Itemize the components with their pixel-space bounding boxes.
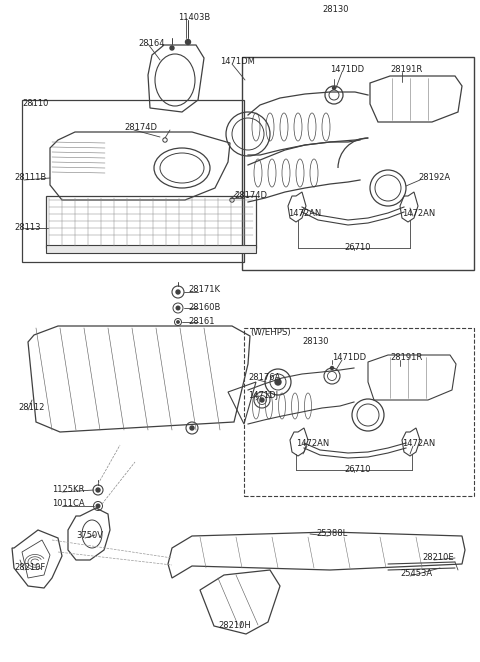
Circle shape: [96, 504, 100, 508]
Text: 1471DD: 1471DD: [330, 66, 364, 75]
Circle shape: [230, 198, 234, 202]
Text: 28176A: 28176A: [248, 373, 280, 383]
Circle shape: [331, 367, 334, 369]
Text: 1472AN: 1472AN: [402, 440, 435, 448]
Circle shape: [96, 488, 100, 492]
Text: 28113: 28113: [14, 224, 40, 232]
Circle shape: [163, 138, 167, 142]
Text: 1011CA: 1011CA: [52, 500, 84, 508]
Text: 28164: 28164: [138, 40, 165, 48]
Text: 28130: 28130: [302, 338, 328, 346]
Text: 28112: 28112: [18, 404, 44, 412]
Circle shape: [176, 290, 180, 294]
Circle shape: [170, 46, 174, 50]
Text: 25388L: 25388L: [316, 530, 347, 538]
Text: 26710: 26710: [344, 465, 371, 475]
Bar: [46, 196, 256, 248]
Text: 28110: 28110: [22, 99, 48, 107]
Text: 11403B: 11403B: [178, 13, 210, 23]
Text: 1125KR: 1125KR: [52, 485, 84, 495]
Circle shape: [231, 199, 233, 201]
Text: 28171K: 28171K: [188, 285, 220, 295]
Bar: [46, 245, 256, 253]
Circle shape: [185, 40, 191, 44]
Circle shape: [164, 139, 166, 141]
Circle shape: [275, 379, 281, 385]
Circle shape: [190, 426, 194, 430]
Text: 28160B: 28160B: [188, 303, 220, 312]
Text: 26710: 26710: [344, 244, 371, 252]
Text: 1472AN: 1472AN: [288, 209, 321, 218]
Text: 28161: 28161: [188, 318, 215, 326]
Text: 28191R: 28191R: [390, 354, 422, 363]
Text: 25453A: 25453A: [400, 569, 432, 579]
Circle shape: [177, 321, 179, 323]
Text: 28210F: 28210F: [14, 563, 45, 573]
Text: 28174D: 28174D: [234, 191, 267, 201]
Text: 1471DM: 1471DM: [220, 58, 255, 66]
Bar: [242, 57, 474, 270]
Circle shape: [260, 398, 264, 402]
Text: 1472AN: 1472AN: [296, 440, 329, 448]
Circle shape: [333, 87, 336, 89]
Bar: [22, 100, 244, 262]
Text: 1472AN: 1472AN: [402, 209, 435, 218]
Text: 28192A: 28192A: [418, 173, 450, 183]
Text: 28111B: 28111B: [14, 173, 46, 183]
Text: 1471DJ: 1471DJ: [248, 391, 278, 401]
Text: 28210E: 28210E: [422, 553, 454, 563]
Text: 28130: 28130: [322, 5, 348, 15]
Text: 28191R: 28191R: [390, 66, 422, 75]
Text: 28174D: 28174D: [124, 124, 157, 132]
Circle shape: [176, 307, 180, 310]
Bar: [244, 328, 474, 496]
Text: 3750V: 3750V: [76, 532, 103, 540]
Text: 28210H: 28210H: [218, 622, 251, 630]
Text: (W/EHPS): (W/EHPS): [250, 328, 290, 336]
Text: 1471DD: 1471DD: [332, 354, 366, 363]
